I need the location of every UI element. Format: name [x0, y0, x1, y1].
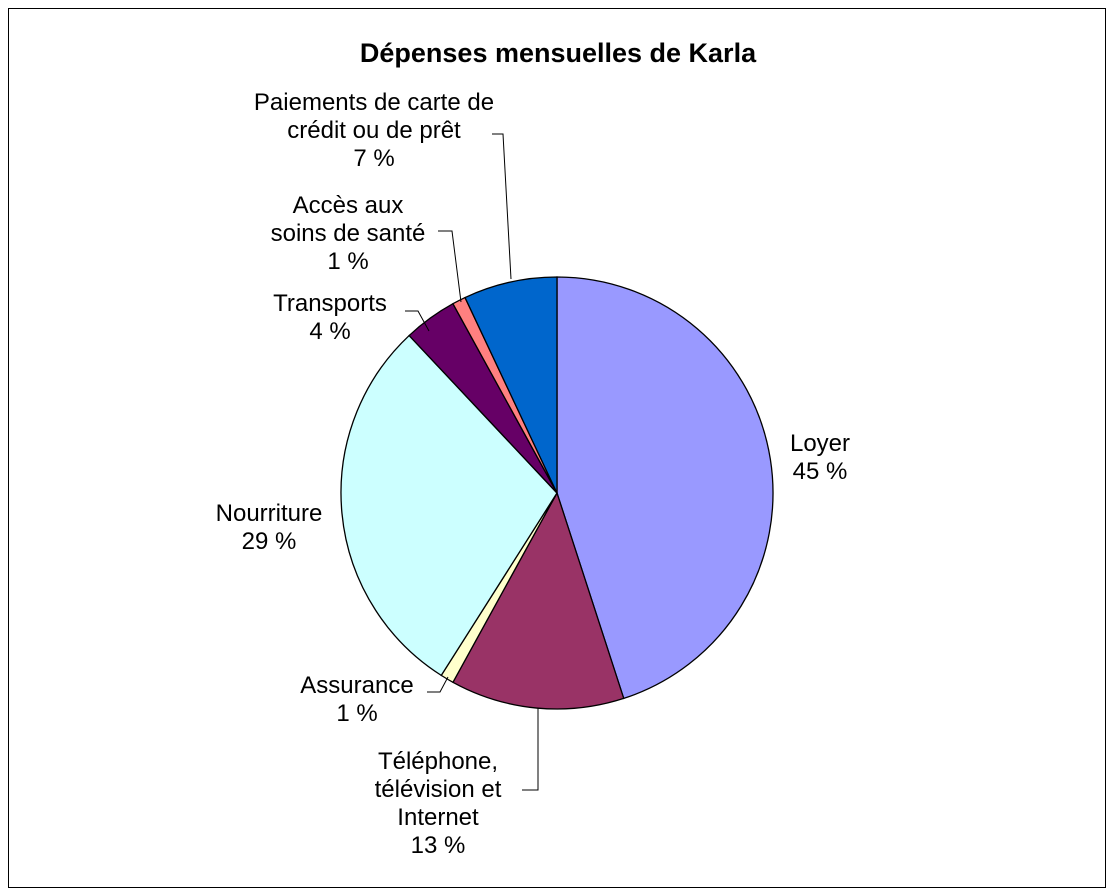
slice-label-line: 1 %	[336, 700, 377, 727]
slice-label-line: 45 %	[793, 458, 848, 485]
leader-line-2	[427, 676, 449, 693]
slice-label-line: Loyer	[790, 430, 850, 457]
slice-label-line: Assurance	[300, 672, 413, 699]
pie-slice-1	[452, 491, 625, 710]
pie-slice-6	[464, 276, 558, 494]
slice-label-line: 1 %	[327, 248, 368, 275]
slice-label-line: crédit ou de prêt	[287, 117, 461, 144]
slice-label-line: Transports	[273, 290, 387, 317]
slice-label-line: Paiements de carte de	[254, 89, 494, 116]
slice-label-line: télévision et	[375, 776, 502, 803]
slice-label-line: Téléphone,	[378, 748, 498, 775]
slice-label-2: Assurance 1 %	[300, 672, 413, 727]
slice-label-4: Transports 4 %	[273, 290, 387, 345]
slice-label-6: Paiements de carte de crédit ou de prêt 7 …	[254, 89, 494, 172]
chart-title: Dépenses mensuelles de Karla	[360, 38, 757, 68]
slice-label-1: Téléphone, télévision et Internet 13 %	[375, 748, 502, 859]
slice-label-line: soins de santé	[271, 220, 426, 247]
slice-label-line: Nourriture	[216, 500, 323, 527]
leader-line-1	[522, 708, 539, 791]
leader-line-4	[405, 310, 430, 332]
pie-slice-3	[340, 334, 558, 677]
slice-label-3: Nourriture 29 %	[216, 500, 323, 555]
leader-line-5	[438, 230, 462, 303]
slice-label-0: Loyer 45 %	[790, 430, 850, 485]
slice-label-line: 13 %	[411, 832, 466, 859]
slice-label-5: Accès aux soins de santé 1 %	[271, 192, 426, 275]
slice-label-line: 29 %	[242, 528, 297, 555]
slice-label-line: 4 %	[309, 318, 350, 345]
leader-line-6	[492, 133, 512, 280]
slice-label-line: Accès aux	[293, 192, 404, 219]
pie-slice-0	[556, 276, 774, 700]
slice-label-line: Internet	[397, 804, 479, 831]
slice-label-line: 7 %	[353, 145, 394, 172]
